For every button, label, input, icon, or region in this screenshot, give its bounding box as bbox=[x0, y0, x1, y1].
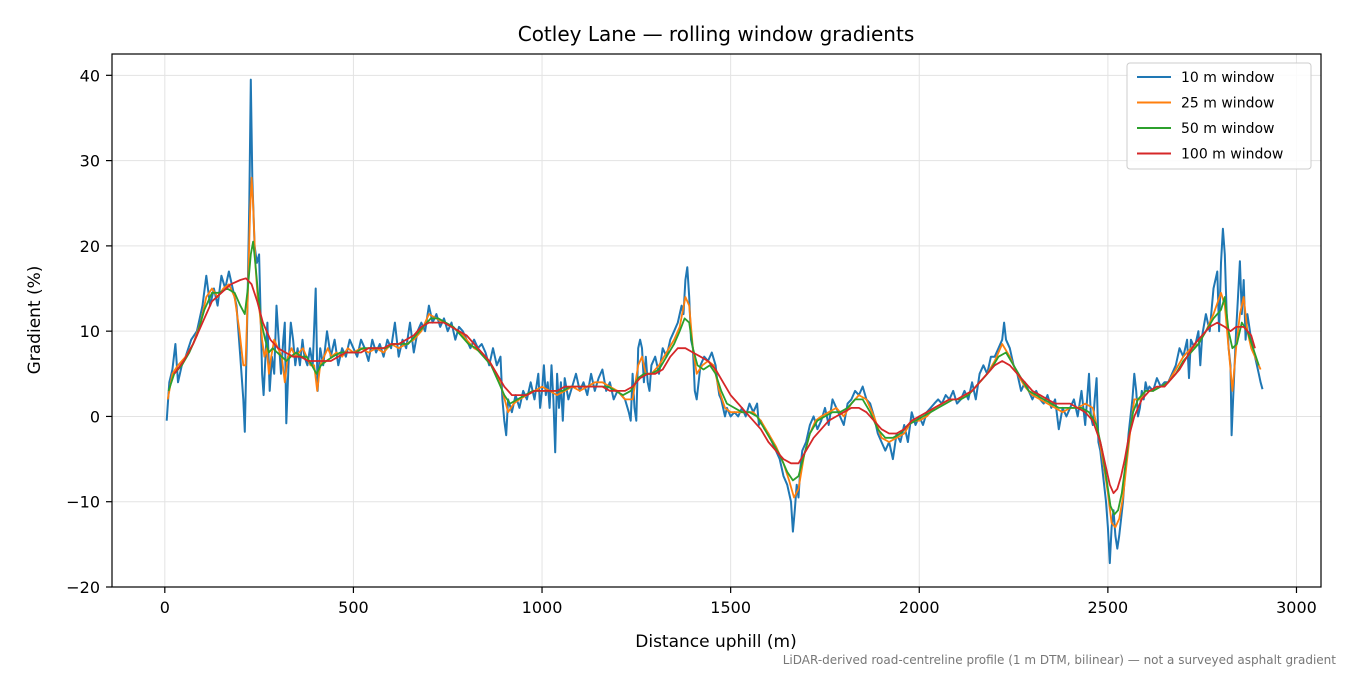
x-tick-label: 3000 bbox=[1276, 598, 1317, 617]
legend-label: 50 m window bbox=[1181, 121, 1274, 137]
x-tick-label: 2500 bbox=[1088, 598, 1129, 617]
y-axis-label: Gradient (%) bbox=[25, 266, 45, 375]
x-axis-label: Distance uphill (m) bbox=[635, 632, 796, 652]
footnote: LiDAR-derived road-centreline profile (1… bbox=[783, 653, 1337, 667]
legend: 10 m window 25 m window 50 m window 100 m w… bbox=[1126, 62, 1312, 170]
legend-label: 10 m window bbox=[1181, 70, 1274, 86]
x-tick-label: 1500 bbox=[710, 598, 751, 617]
x-tick-label: 0 bbox=[160, 598, 170, 617]
x-tick-label: 2000 bbox=[899, 598, 940, 617]
legend-box bbox=[1126, 62, 1312, 170]
legend-label: 100 m window bbox=[1181, 147, 1283, 163]
plot-frame bbox=[111, 53, 1322, 588]
y-tick-label: 40 bbox=[80, 66, 100, 85]
y-tick-label: −20 bbox=[66, 578, 100, 597]
y-tick-label: 20 bbox=[80, 237, 100, 256]
y-tick-label: 0 bbox=[90, 407, 100, 426]
y-axis-ticks: −20 −10 0 10 20 30 40 bbox=[66, 66, 112, 597]
series-layer bbox=[165, 78, 1264, 565]
x-tick-label: 1000 bbox=[522, 598, 563, 617]
series-line-4 bbox=[173, 277, 1256, 495]
x-axis-ticks: 0 500 1000 1500 2000 2500 3000 bbox=[160, 587, 1317, 617]
legend-label: 25 m window bbox=[1181, 96, 1274, 112]
y-tick-label: 10 bbox=[80, 322, 100, 341]
x-tick-label: 500 bbox=[338, 598, 369, 617]
y-tick-label: −10 bbox=[66, 493, 100, 512]
chart-title: Cotley Lane — rolling window gradients bbox=[518, 22, 915, 46]
y-tick-label: 30 bbox=[80, 152, 100, 171]
